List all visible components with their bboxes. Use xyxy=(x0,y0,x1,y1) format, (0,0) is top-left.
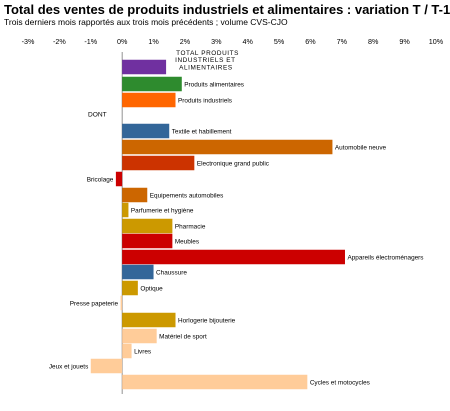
x-tick-label: 0% xyxy=(117,37,128,46)
category-label: Textile et habillement xyxy=(172,128,232,135)
chart-subtitle: Trois derniers mois rapportés aux trois … xyxy=(4,17,288,27)
category-label: Matériel de sport xyxy=(159,333,207,340)
bar xyxy=(122,343,132,359)
bar xyxy=(115,171,123,187)
bar xyxy=(122,92,176,108)
x-tick-label: 1% xyxy=(148,37,159,46)
bar xyxy=(122,249,345,265)
x-tick-label: 4% xyxy=(242,37,253,46)
category-label: Equipements automobiles xyxy=(150,192,224,199)
x-tick-label: 6% xyxy=(305,37,316,46)
bar xyxy=(122,218,173,234)
bar xyxy=(122,202,129,218)
bar xyxy=(122,155,195,171)
bar xyxy=(122,312,176,328)
bar xyxy=(122,233,173,249)
category-label: Meubles xyxy=(175,238,199,245)
bar xyxy=(122,187,148,203)
bar xyxy=(122,374,308,390)
x-tick-label: -2% xyxy=(53,37,66,46)
category-label: Electronique grand public xyxy=(197,160,270,167)
bar xyxy=(122,76,182,92)
x-tick-label: 7% xyxy=(337,37,348,46)
category-label: Livres xyxy=(134,348,151,355)
x-tick-label: -1% xyxy=(84,37,97,46)
chart-title: Total des ventes de produits industriels… xyxy=(4,2,450,17)
bar xyxy=(122,59,167,75)
bar xyxy=(122,280,138,296)
x-tick-label: 9% xyxy=(399,37,410,46)
x-tick-label: 8% xyxy=(368,37,379,46)
category-label: Bricolage xyxy=(87,176,114,183)
bar xyxy=(120,295,123,311)
bar xyxy=(122,264,154,280)
category-label: Produits industriels xyxy=(178,97,232,104)
category-label: Automobile neuve xyxy=(335,144,387,151)
category-label: Appareils électroménagers xyxy=(347,254,423,261)
x-tick-label: -3% xyxy=(22,37,35,46)
category-label: Horlogerie bijouterie xyxy=(178,317,236,324)
category-label: TOTAL PRODUITS INDUSTRIELS ET ALIMENTAIRES xyxy=(175,50,239,71)
x-tick-label: 3% xyxy=(211,37,222,46)
x-tick-label: 2% xyxy=(180,37,191,46)
category-label: Parfumerie et hygiène xyxy=(131,207,194,214)
x-tick-label: 10% xyxy=(429,37,444,46)
category-label: Optique xyxy=(140,285,163,292)
section-label: DONT xyxy=(88,112,107,119)
bar xyxy=(122,139,333,155)
bar xyxy=(122,123,170,139)
category-label: Presse papeterie xyxy=(70,300,119,307)
category-label: Jeux et jouets xyxy=(49,363,88,370)
bar xyxy=(122,328,157,344)
category-label: Cycles et motocycles xyxy=(310,379,370,386)
category-label: Produits alimentaires xyxy=(184,81,244,88)
bar xyxy=(90,358,123,374)
x-tick-label: 5% xyxy=(274,37,285,46)
category-label: Chaussure xyxy=(156,269,187,276)
category-label: Pharmacie xyxy=(175,223,206,230)
